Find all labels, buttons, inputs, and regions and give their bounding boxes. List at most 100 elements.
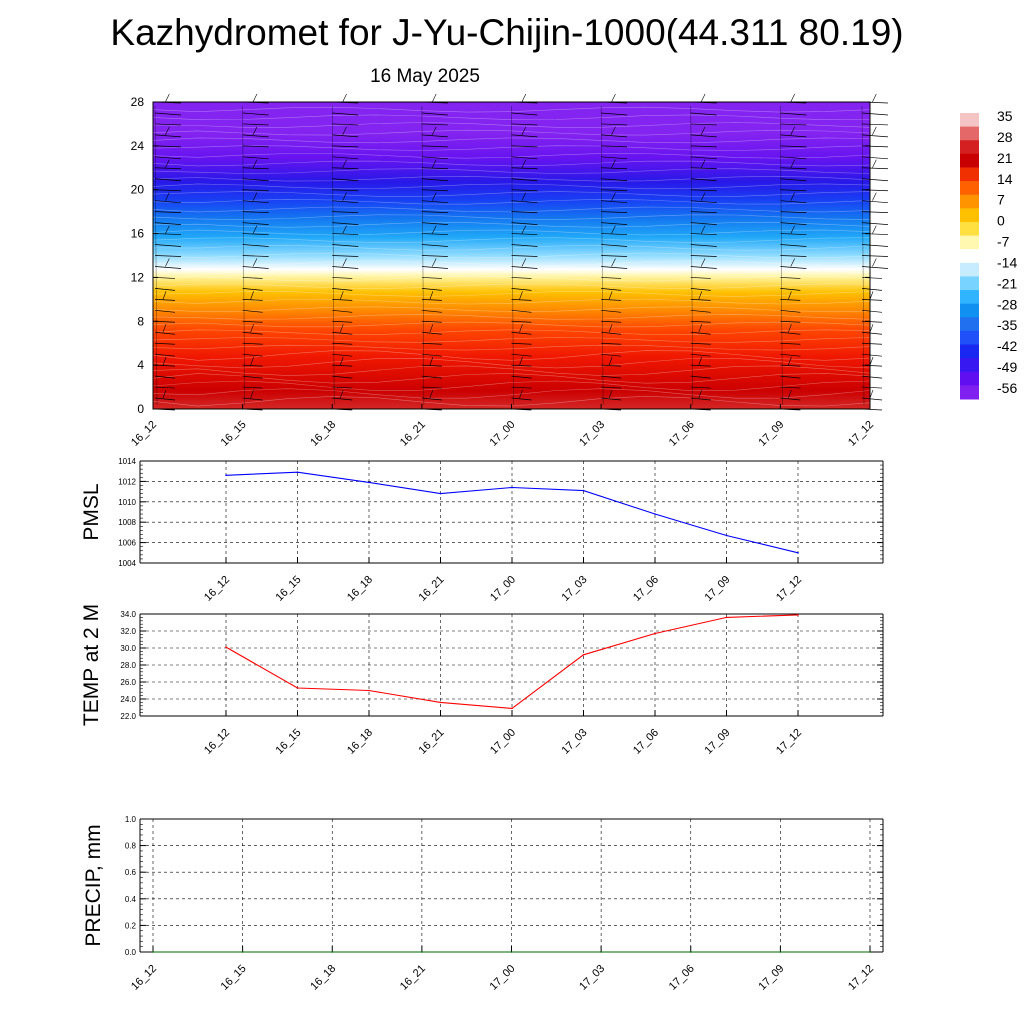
wind-barb [601,200,628,204]
wind-barb [601,320,622,323]
wind-barb [421,233,448,235]
wind-barb [154,233,182,235]
x-tick-label: 16_21 [398,963,428,993]
colorbar-swatch [960,317,979,332]
isotherm-line [152,237,871,243]
x-tick-label: 16_15 [219,419,249,449]
isotherm-line [152,350,871,361]
wind-barb [601,331,622,335]
wind-barb-flag [700,159,706,168]
colorbar-swatch [960,358,979,373]
wind-barb [601,255,628,257]
y-tick-label: 20 [131,183,145,197]
wind-barb-flag [790,126,795,136]
wind-barb-flag [700,225,706,234]
wind-barb [780,375,801,379]
wind-barb-flag [342,258,347,267]
wind-barb-flag [608,389,613,399]
wind-barb [154,266,182,269]
colorbar-label: -56 [997,380,1017,396]
wind-barb [154,375,176,379]
wind-barb [421,277,442,279]
wind-barb [511,299,532,301]
wind-barb [780,255,807,257]
series-point [241,951,244,953]
wind-barb [780,266,807,269]
wind-barb-flag [788,389,792,399]
wind-barb [511,288,532,291]
wind-barb [242,397,263,401]
wind-barb [242,375,263,379]
wind-barb-flag [432,258,437,267]
wind-barb-flag [611,126,616,136]
wind-barb [690,123,717,126]
wind-barb [601,123,628,126]
colorbar-swatch [960,153,979,168]
wind-barb-flag [432,159,437,168]
wind-barb [242,309,263,313]
wind-barb-flag [429,357,434,366]
wind-barb-staff [154,105,158,406]
wind-barb [421,386,442,389]
wind-barb [690,277,711,279]
series-point [511,486,513,489]
x-tick-label: 16_18 [345,574,375,604]
colorbar-swatch [960,167,979,182]
wind-barb [511,167,538,170]
wind-barb [511,342,532,345]
wind-barb [242,342,263,345]
wind-barb [861,167,889,170]
y-tick-label: 0.0 [125,948,137,957]
wind-barb [242,233,269,235]
colorbar: 35 28 21 14 7 0 -7 -14 -21 -28 -35 -42 -49 -56 [960,108,1017,400]
wind-barb [690,342,711,345]
wind-barb [154,156,182,160]
wind-barb-flag [698,291,703,300]
wind-barb [421,353,442,357]
wind-barb [332,342,353,345]
page-title: Kazhydromet for J-Yu-Chijin-1000(44.311 … [110,12,904,53]
wind-barb [690,200,717,204]
wind-barb [861,397,883,401]
wind-barb [601,178,628,182]
wind-barb [421,134,448,138]
isotherm-line [152,306,871,313]
wind-barb-flag [519,389,523,399]
wind-barb [511,244,538,247]
wind-barb-flag [521,126,527,136]
colorbar-label: -35 [997,317,1017,333]
wind-barb [780,331,801,335]
y-tick-label: 26.0 [120,678,136,687]
wind-barb [511,189,538,192]
wind-barb [154,255,182,257]
wind-barb [511,320,532,323]
y-tick-label: 30.0 [120,644,136,653]
wind-barb [690,145,717,148]
x-tick-label: 17_12 [846,963,876,993]
wind-barb [601,112,628,116]
y-tick-label: 1008 [118,518,136,527]
isotherm-line [152,145,871,151]
wind-barb-flag [790,225,795,234]
wind-barb-flag [519,357,523,366]
wind-barb [601,145,628,148]
wind-barb [861,353,883,357]
wind-barb [690,375,711,379]
wind-barb-staff [511,105,514,406]
wind-barb [421,342,442,345]
colorbar-swatch [960,385,979,400]
wind-barb-flag [342,159,347,168]
isotherm-line [152,214,871,220]
wind-barb [242,123,269,126]
colorbar-label: 14 [997,171,1013,187]
wind-barb [601,266,628,269]
wind-barb [861,156,889,160]
x-tick-label: 16_15 [219,963,249,993]
wind-barb-flag [611,258,616,267]
y-tick-label: 32.0 [120,627,136,636]
wind-barb [690,134,717,138]
wind-barb [601,386,622,389]
wind-barb [690,244,717,247]
wind-barb [601,309,622,313]
wind-barb [780,288,801,291]
